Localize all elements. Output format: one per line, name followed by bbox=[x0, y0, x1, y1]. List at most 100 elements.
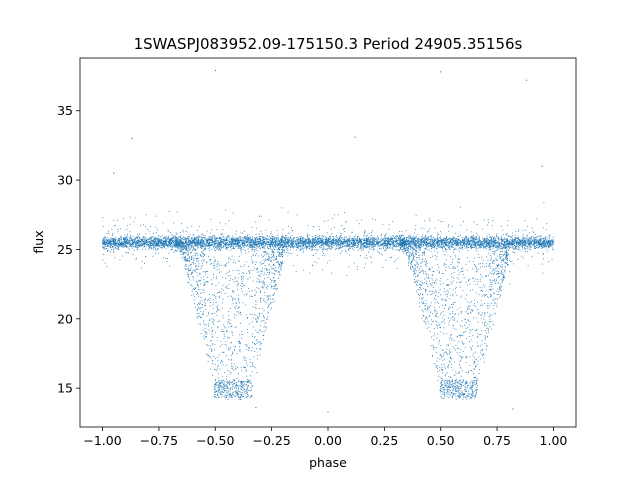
data-point bbox=[157, 248, 159, 250]
data-point bbox=[302, 250, 304, 252]
data-point bbox=[186, 240, 188, 242]
data-point bbox=[259, 239, 261, 240]
data-point bbox=[296, 242, 298, 244]
data-point bbox=[274, 239, 276, 241]
data-point bbox=[538, 241, 540, 243]
data-point bbox=[372, 241, 374, 243]
data-point bbox=[493, 236, 495, 238]
data-point bbox=[200, 245, 202, 247]
data-point bbox=[141, 248, 143, 250]
data-point bbox=[372, 246, 374, 248]
data-point bbox=[427, 246, 429, 247]
data-point bbox=[277, 234, 279, 236]
data-point bbox=[329, 242, 331, 244]
data-point bbox=[106, 250, 108, 251]
data-point bbox=[201, 233, 203, 235]
data-point bbox=[338, 241, 340, 243]
data-point bbox=[499, 245, 500, 247]
data-point bbox=[276, 239, 277, 241]
data-point bbox=[227, 244, 229, 246]
data-point bbox=[202, 243, 204, 245]
data-point bbox=[357, 235, 359, 237]
data-point bbox=[333, 240, 335, 242]
data-point bbox=[235, 239, 237, 241]
data-point bbox=[468, 239, 469, 241]
data-point bbox=[522, 245, 524, 246]
data-point bbox=[479, 245, 481, 247]
data-point bbox=[247, 238, 249, 240]
data-point bbox=[475, 247, 477, 249]
data-point bbox=[154, 236, 156, 238]
data-point bbox=[449, 244, 451, 246]
data-point bbox=[478, 241, 480, 242]
data-point bbox=[535, 246, 537, 247]
data-point bbox=[412, 239, 414, 241]
data-point bbox=[491, 236, 493, 238]
data-point bbox=[215, 248, 217, 250]
data-point bbox=[219, 244, 221, 246]
data-point bbox=[215, 239, 217, 241]
data-point bbox=[194, 237, 196, 239]
data-point bbox=[324, 235, 326, 237]
data-point bbox=[263, 240, 265, 242]
data-point bbox=[122, 245, 124, 247]
data-point bbox=[519, 244, 520, 246]
data-point bbox=[240, 239, 242, 241]
data-point bbox=[448, 243, 450, 245]
data-point bbox=[156, 248, 158, 250]
data-point bbox=[102, 237, 104, 239]
data-point bbox=[238, 245, 240, 247]
data-point bbox=[324, 237, 326, 239]
data-point bbox=[294, 246, 296, 248]
data-point bbox=[467, 247, 469, 249]
data-point bbox=[313, 244, 315, 246]
data-point bbox=[528, 237, 530, 239]
data-point bbox=[368, 237, 370, 238]
data-point bbox=[297, 248, 299, 250]
data-point bbox=[268, 242, 270, 244]
data-point bbox=[384, 243, 386, 244]
data-point bbox=[200, 242, 202, 244]
data-point bbox=[158, 238, 160, 240]
data-point bbox=[466, 240, 468, 242]
data-point bbox=[325, 244, 327, 246]
data-point bbox=[186, 241, 188, 243]
data-point bbox=[269, 248, 271, 250]
data-point bbox=[529, 246, 531, 248]
data-point bbox=[284, 242, 286, 244]
data-point bbox=[341, 247, 343, 249]
data-point bbox=[536, 244, 537, 246]
data-point bbox=[217, 242, 219, 244]
data-point bbox=[442, 241, 444, 243]
data-point bbox=[490, 247, 492, 249]
data-point bbox=[528, 240, 530, 242]
data-point bbox=[382, 247, 384, 249]
data-point bbox=[354, 238, 356, 240]
data-point bbox=[246, 242, 248, 244]
data-point bbox=[201, 240, 203, 242]
data-point bbox=[338, 244, 340, 246]
data-point bbox=[510, 236, 512, 237]
data-point bbox=[544, 245, 546, 247]
data-point bbox=[284, 244, 286, 246]
data-point bbox=[421, 244, 423, 246]
data-point bbox=[420, 242, 422, 244]
data-point bbox=[113, 244, 115, 246]
data-point bbox=[301, 235, 303, 237]
data-point bbox=[102, 240, 104, 242]
data-point bbox=[483, 248, 485, 250]
data-point bbox=[486, 237, 488, 239]
data-point bbox=[498, 239, 500, 241]
data-point bbox=[361, 238, 363, 240]
data-point bbox=[182, 237, 184, 239]
data-point bbox=[143, 240, 145, 242]
data-point bbox=[432, 240, 433, 242]
data-point bbox=[256, 240, 258, 242]
data-point bbox=[258, 245, 260, 247]
data-point bbox=[121, 241, 123, 243]
data-point bbox=[531, 241, 533, 243]
data-point bbox=[370, 248, 372, 250]
data-point bbox=[495, 242, 497, 244]
data-point bbox=[348, 246, 350, 247]
data-point bbox=[373, 244, 374, 246]
